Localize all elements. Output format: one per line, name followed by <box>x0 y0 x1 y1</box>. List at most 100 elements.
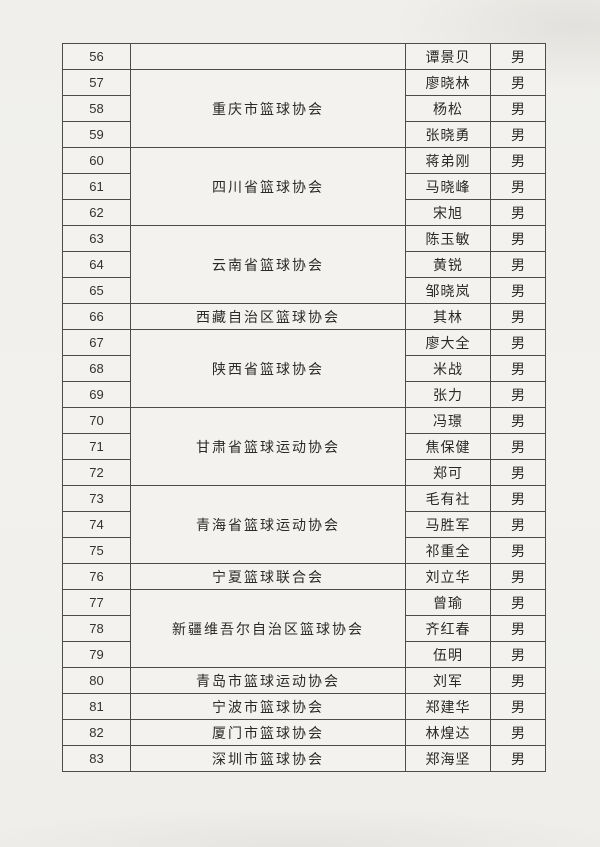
association-cell: 四川省篮球协会 <box>130 147 406 226</box>
gender-cell: 男 <box>490 121 546 148</box>
association-cell: 云南省篮球协会 <box>130 225 406 304</box>
table-row: 82 厦门市篮球协会 林煌达 男 <box>62 719 546 746</box>
row-number-cell: 64 <box>62 251 131 278</box>
gender-cell: 男 <box>490 147 546 174</box>
table-row: 73 青海省篮球运动协会 毛有社 男 <box>62 485 546 564</box>
gender-cell: 男 <box>490 459 546 486</box>
association-cell: 宁波市篮球协会 <box>130 693 406 720</box>
member-name-cell: 谭景贝 <box>405 43 491 70</box>
gender-cell: 男 <box>490 433 546 460</box>
table-row: 79 伍明 男 <box>62 641 546 668</box>
association-cell: 陕西省篮球协会 <box>130 329 406 408</box>
gender-cell: 男 <box>490 277 546 304</box>
table-row: 80 青岛市篮球运动协会 刘军 男 <box>62 667 546 694</box>
row-number-cell: 66 <box>62 303 131 330</box>
member-name-cell: 焦保健 <box>405 433 491 460</box>
association-cell: 厦门市篮球协会 <box>130 719 406 746</box>
gender-cell: 男 <box>490 485 546 512</box>
row-number-cell: 57 <box>62 69 131 96</box>
row-number-cell: 83 <box>62 745 131 772</box>
row-number-cell: 73 <box>62 485 131 512</box>
table-row: 68 米战 男 <box>62 355 546 382</box>
table-row: 62 宋旭 男 <box>62 199 546 226</box>
member-name-cell: 齐红春 <box>405 615 491 642</box>
table-row: 71 焦保健 男 <box>62 433 546 460</box>
gender-cell: 男 <box>490 329 546 356</box>
roster-table: 56 谭景贝 男 57 重庆市篮球协会 廖晓林 男 58 杨松 男 59 张晓勇… <box>62 43 546 772</box>
row-number-cell: 82 <box>62 719 131 746</box>
table-row: 59 张晓勇 男 <box>62 121 546 148</box>
member-name-cell: 张晓勇 <box>405 121 491 148</box>
member-name-cell: 黄锐 <box>405 251 491 278</box>
table-row: 67 陕西省篮球协会 廖大全 男 <box>62 329 546 408</box>
member-name-cell: 郑建华 <box>405 693 491 720</box>
row-number-cell: 80 <box>62 667 131 694</box>
association-cell: 新疆维吾尔自治区篮球协会 <box>130 589 406 668</box>
gender-cell: 男 <box>490 537 546 564</box>
association-cell <box>130 43 406 70</box>
row-number-cell: 79 <box>62 641 131 668</box>
gender-cell: 男 <box>490 693 546 720</box>
table-row: 69 张力 男 <box>62 381 546 408</box>
row-number-cell: 71 <box>62 433 131 460</box>
row-number-cell: 68 <box>62 355 131 382</box>
member-name-cell: 邹晓岚 <box>405 277 491 304</box>
gender-cell: 男 <box>490 589 546 616</box>
gender-cell: 男 <box>490 745 546 772</box>
table-row: 75 祁重全 男 <box>62 537 546 564</box>
gender-cell: 男 <box>490 43 546 70</box>
member-name-cell: 廖大全 <box>405 329 491 356</box>
member-name-cell: 刘立华 <box>405 563 491 590</box>
gender-cell: 男 <box>490 667 546 694</box>
row-number-cell: 58 <box>62 95 131 122</box>
member-name-cell: 冯璟 <box>405 407 491 434</box>
row-number-cell: 65 <box>62 277 131 304</box>
table-row: 61 马晓峰 男 <box>62 173 546 200</box>
row-number-cell: 59 <box>62 121 131 148</box>
row-number-cell: 76 <box>62 563 131 590</box>
row-number-cell: 78 <box>62 615 131 642</box>
row-number-cell: 60 <box>62 147 131 174</box>
table-row: 64 黄锐 男 <box>62 251 546 278</box>
table-row: 81 宁波市篮球协会 郑建华 男 <box>62 693 546 720</box>
gender-cell: 男 <box>490 641 546 668</box>
member-name-cell: 刘军 <box>405 667 491 694</box>
member-name-cell: 米战 <box>405 355 491 382</box>
row-number-cell: 81 <box>62 693 131 720</box>
row-number-cell: 72 <box>62 459 131 486</box>
table-row: 83 深圳市篮球协会 郑海坚 男 <box>62 745 546 772</box>
table-row: 76 宁夏篮球联合会 刘立华 男 <box>62 563 546 590</box>
table-row: 66 西藏自治区篮球协会 其林 男 <box>62 303 546 330</box>
member-name-cell: 曾瑜 <box>405 589 491 616</box>
row-number-cell: 61 <box>62 173 131 200</box>
member-name-cell: 林煌达 <box>405 719 491 746</box>
gender-cell: 男 <box>490 95 546 122</box>
gender-cell: 男 <box>490 407 546 434</box>
gender-cell: 男 <box>490 719 546 746</box>
gender-cell: 男 <box>490 303 546 330</box>
table-row: 57 重庆市篮球协会 廖晓林 男 <box>62 69 546 148</box>
gender-cell: 男 <box>490 511 546 538</box>
row-number-cell: 67 <box>62 329 131 356</box>
member-name-cell: 蒋弟刚 <box>405 147 491 174</box>
table-row: 60 四川省篮球协会 蒋弟刚 男 <box>62 147 546 226</box>
table-row: 78 齐红春 男 <box>62 615 546 642</box>
row-number-cell: 62 <box>62 199 131 226</box>
member-name-cell: 宋旭 <box>405 199 491 226</box>
gender-cell: 男 <box>490 251 546 278</box>
row-number-cell: 74 <box>62 511 131 538</box>
gender-cell: 男 <box>490 225 546 252</box>
table-row: 58 杨松 男 <box>62 95 546 122</box>
table-row: 70 甘肃省篮球运动协会 冯璟 男 <box>62 407 546 486</box>
row-number-cell: 70 <box>62 407 131 434</box>
member-name-cell: 廖晓林 <box>405 69 491 96</box>
member-name-cell: 伍明 <box>405 641 491 668</box>
table-row: 74 马胜军 男 <box>62 511 546 538</box>
association-cell: 重庆市篮球协会 <box>130 69 406 148</box>
row-number-cell: 77 <box>62 589 131 616</box>
gender-cell: 男 <box>490 381 546 408</box>
row-number-cell: 69 <box>62 381 131 408</box>
member-name-cell: 陈玉敏 <box>405 225 491 252</box>
row-number-cell: 75 <box>62 537 131 564</box>
